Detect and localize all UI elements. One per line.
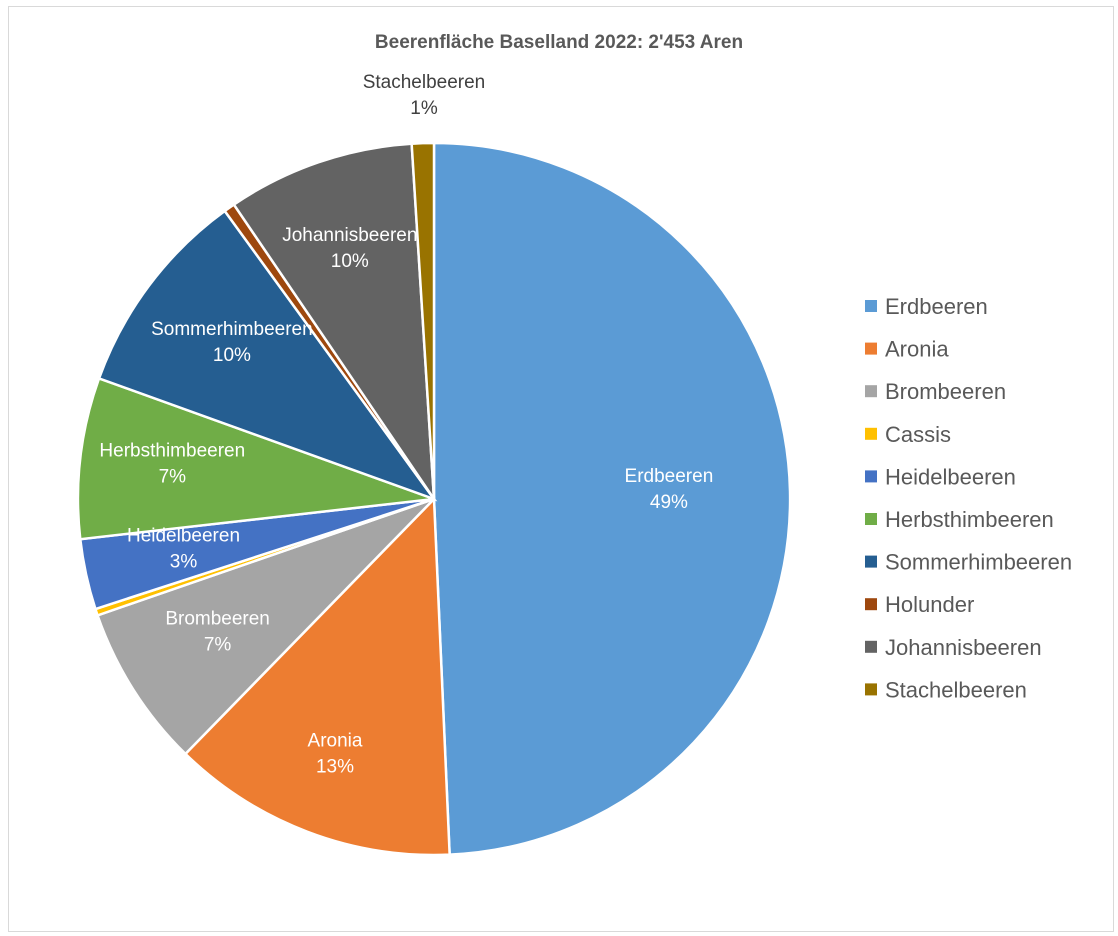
legend-swatch-holunder [865, 598, 877, 611]
legend: Erdbeeren Aronia Brombeeren Cassis Heidelbee… [865, 294, 1072, 702]
legend-swatch-erdbeeren [865, 300, 877, 312]
data-label-value-aronia: 13% [316, 756, 354, 777]
data-label-value-stachelbeeren: 1% [410, 98, 438, 119]
legend-swatch-stachelbeeren [865, 683, 877, 696]
data-label-name-herbsthimbeeren: Herbsthimbeeren [99, 440, 245, 461]
data-label-value-herbsthimbeeren: 7% [159, 466, 187, 487]
data-labels: Erdbeeren 49% Aronia 13% Brombeeren 7% Heidelb… [99, 72, 713, 777]
legend-label-stachelbeeren: Stachelbeeren [885, 677, 1027, 702]
data-label-value-johannisbeeren: 10% [331, 251, 369, 272]
pie-slice-erdbeeren [432, 141, 792, 856]
pie-slice-brombeeren [95, 497, 435, 756]
legend-label-holunder: Holunder [885, 592, 974, 617]
data-label-value-erdbeeren: 49% [650, 492, 688, 513]
legend-label-johannisbeeren: Johannisbeeren [885, 635, 1042, 660]
legend-label-brombeeren: Brombeeren [885, 379, 1006, 404]
pie-slices [76, 141, 792, 857]
legend-swatch-brombeeren [865, 385, 877, 398]
legend-label-aronia: Aronia [885, 337, 949, 362]
legend-swatch-heidelbeeren [865, 470, 877, 483]
pie-slice-johannisbeeren [232, 142, 436, 504]
data-label-value-sommerhimbeeren: 10% [213, 345, 251, 366]
pie-slice-sommerhimbeeren [97, 209, 438, 502]
legend-label-herbsthimbeeren: Herbsthimbeeren [885, 507, 1054, 532]
data-label-name-aronia: Aronia [308, 730, 363, 751]
legend-swatch-sommerhimbeeren [865, 555, 877, 568]
data-label-name-erdbeeren: Erdbeeren [625, 466, 714, 487]
legend-label-heidelbeeren: Heidelbeeren [885, 464, 1016, 489]
legend-swatch-aronia [865, 342, 877, 355]
legend-swatch-cassis [865, 427, 877, 440]
pie-slice-herbsthimbeeren [76, 376, 435, 541]
legend-label-cassis: Cassis [885, 422, 951, 447]
legend-swatch-herbsthimbeeren [865, 513, 877, 525]
legend-label-erdbeeren: Erdbeeren [885, 294, 988, 319]
pie-slice-stachelbeeren [410, 141, 436, 500]
data-label-name-brombeeren: Brombeeren [165, 608, 270, 629]
pie-slice-aronia [183, 496, 451, 857]
legend-label-sommerhimbeeren: Sommerhimbeeren [885, 550, 1072, 575]
data-label-name-sommerhimbeeren: Sommerhimbeeren [151, 319, 313, 340]
data-label-name-johannisbeeren: Johannisbeeren [282, 225, 417, 246]
data-label-name-stachelbeeren: Stachelbeeren [363, 72, 486, 93]
legend-swatch-johannisbeeren [865, 640, 877, 653]
data-label-value-heidelbeeren: 3% [170, 551, 198, 572]
chart-title: Beerenfläche Baselland 2022: 2'453 Aren [375, 32, 743, 53]
data-label-value-brombeeren: 7% [204, 634, 232, 655]
data-label-name-heidelbeeren: Heidelbeeren [127, 525, 240, 546]
